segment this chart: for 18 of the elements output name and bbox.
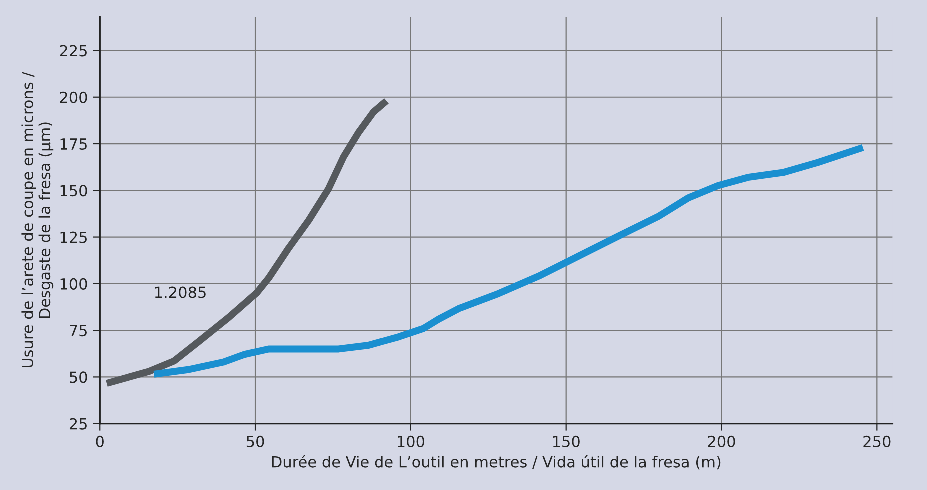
- y-tick-label: 150: [60, 185, 88, 197]
- y-axis-title: Usure de l’arete de coupe en microns / Desgaste de la fresa (µm): [22, 72, 54, 368]
- x-tick-label: 0: [96, 436, 104, 448]
- x-tick-label: 100: [398, 436, 424, 448]
- y-tick-label: 200: [60, 92, 88, 104]
- y-tick-label: 225: [60, 45, 87, 57]
- x-tick-label: 250: [864, 436, 891, 448]
- y-tick-label: 175: [60, 138, 87, 150]
- y-tick-label: 100: [60, 278, 88, 290]
- x-tick-label: 200: [708, 436, 736, 448]
- y-tick-label: 50: [70, 372, 88, 384]
- x-tick-label: 150: [553, 436, 580, 448]
- x-tick-label: 50: [246, 436, 264, 448]
- x-axis-title: Durée de Vie de L’outil en metres / Vida útil de la fresa (m): [272, 455, 721, 470]
- y-tick-label: 75: [70, 325, 87, 337]
- y-tick-label: 25: [70, 418, 87, 430]
- y-tick-label: 125: [60, 232, 87, 244]
- series-label: 1.2085: [155, 286, 206, 298]
